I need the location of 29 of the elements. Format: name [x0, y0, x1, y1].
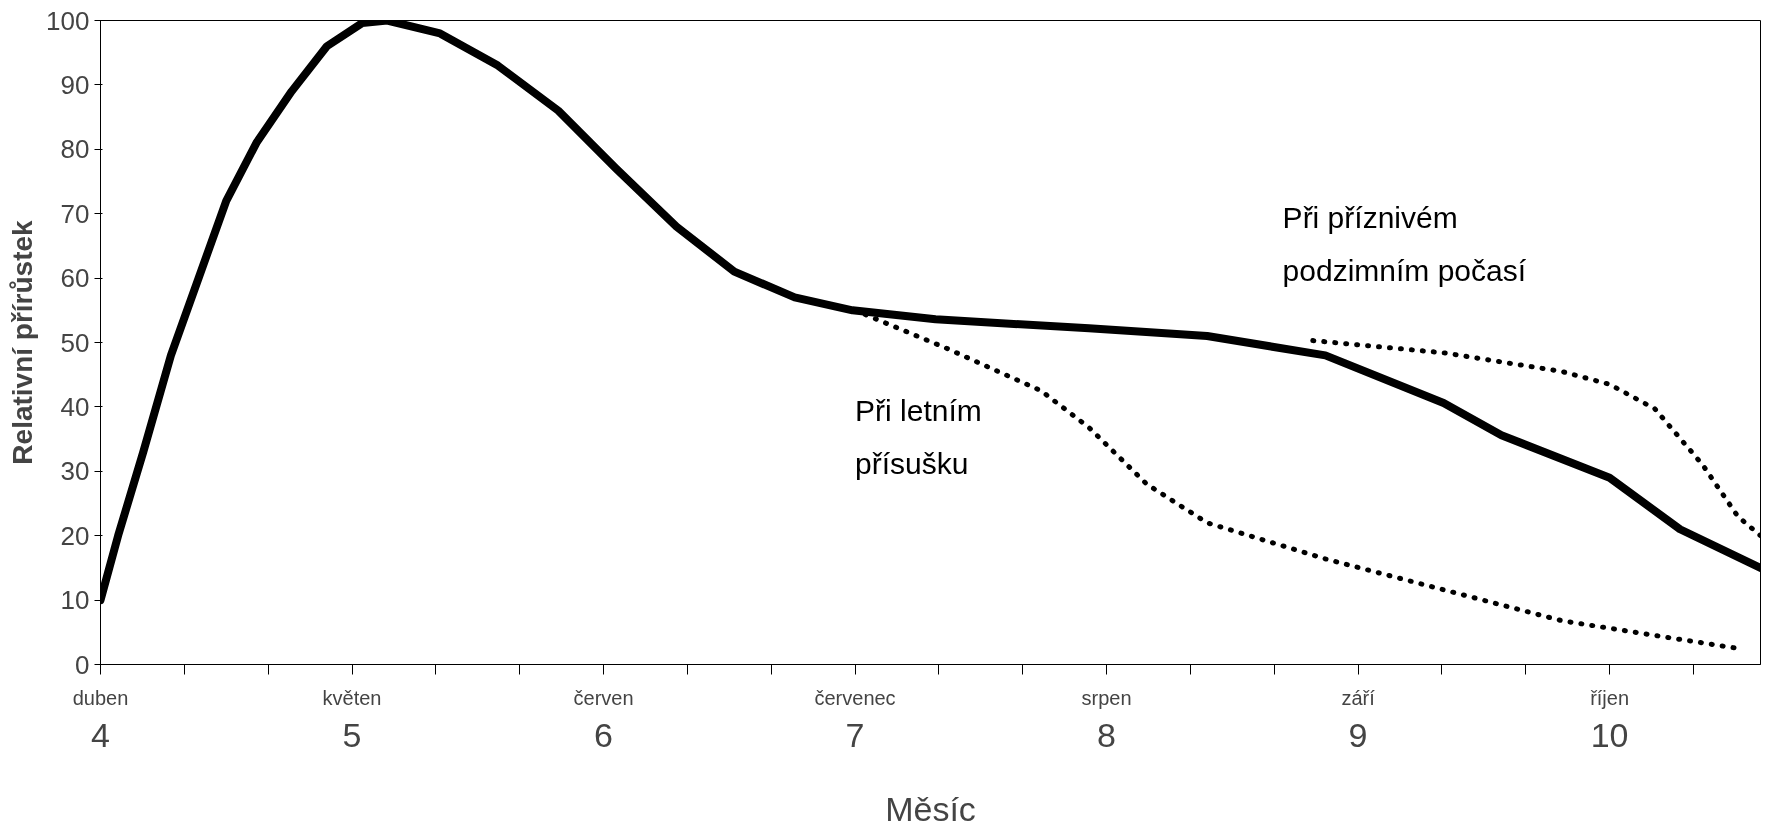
series-label: Při letním přísušku: [855, 394, 982, 480]
y-axis-title: Relativní přírůstek: [7, 219, 39, 465]
y-tick-label: 70: [60, 198, 90, 229]
x-tick-label: 7: [845, 715, 865, 754]
text: červenec: [814, 686, 896, 709]
y-tick-label: 0: [75, 649, 90, 680]
x-tick-label: 10: [1590, 715, 1629, 754]
text: říjen: [1590, 686, 1630, 709]
text: květen: [322, 686, 382, 709]
y-tick-label: 40: [60, 391, 90, 422]
text: září: [1341, 686, 1376, 709]
y-tick-label: 50: [60, 327, 90, 358]
y-tick-label: 90: [60, 69, 90, 100]
y-tick-label: 100: [46, 5, 90, 36]
x-tick-label: 9: [1348, 715, 1368, 754]
x-tick-label: 8: [1097, 715, 1117, 754]
y-tick-label: 20: [60, 520, 90, 551]
text: srpen: [1081, 686, 1132, 709]
y-tick-label: 60: [60, 263, 90, 294]
x-tick-label: 4: [91, 715, 110, 754]
y-tick-label: 30: [60, 456, 90, 487]
text: duben: [72, 686, 129, 709]
y-tick-label: 10: [60, 585, 90, 616]
x-tick-label: 6: [594, 715, 613, 754]
text: Při příznivém podzimním počasí: [1282, 200, 1527, 287]
text: červen: [573, 686, 634, 709]
x-axis-title: Měsíc: [885, 789, 976, 828]
x-tick-label: 5: [342, 715, 362, 754]
y-tick-label: 80: [60, 134, 90, 165]
